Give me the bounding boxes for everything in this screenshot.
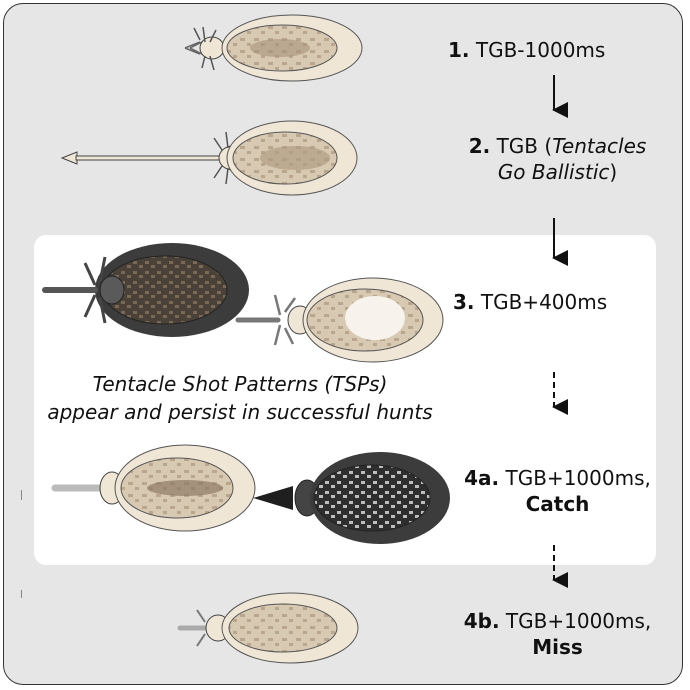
step-1-label: 1. TGB-1000ms <box>448 37 658 63</box>
step-italic: Tentacles <box>552 134 647 158</box>
step-4a-label: 4a. TGB+1000ms, Catch <box>450 465 665 517</box>
step-2-label: 2. TGB (Tentacles Go Ballistic) <box>450 133 665 185</box>
step-italic: Go Ballistic <box>497 160 610 184</box>
step-number: 2. <box>468 134 491 158</box>
margin-tick <box>21 590 22 598</box>
step-time: TGB ( <box>496 134 553 158</box>
step-outcome: Miss <box>532 635 583 659</box>
step-number: 1. <box>448 38 470 62</box>
step-time: TGB+1000ms, <box>505 609 652 633</box>
step-number: 4b. <box>463 609 500 633</box>
step-3-label: 3. TGB+400ms <box>453 289 663 315</box>
cuttlefish-step3-dark <box>42 243 249 337</box>
cuttlefish-step2 <box>60 120 358 196</box>
cuttlefish-step4a-light <box>51 444 256 532</box>
step-paren: ) <box>609 160 618 184</box>
step-time: TGB+400ms <box>480 290 608 314</box>
step-number: 4a. <box>464 466 500 490</box>
tsp-annotation-line1: Tentacle Shot Patterns (TSPs) <box>92 372 388 396</box>
step-time: TGB+1000ms, <box>505 466 651 490</box>
margin-tick <box>21 490 22 500</box>
tsp-annotation: Tentacle Shot Patterns (TSPs) appear and… <box>40 370 440 426</box>
tsp-annotation-line2: appear and persist in successful hunts <box>47 400 433 424</box>
cuttlefish-step4a-dark <box>253 452 450 544</box>
cuttlefish-step1 <box>184 14 363 82</box>
step-outcome: Catch <box>525 492 590 516</box>
step-time: TGB-1000ms <box>475 38 606 62</box>
cuttlefish-step3-light <box>235 277 444 363</box>
step-4b-label: 4b. TGB+1000ms, Miss <box>450 608 665 660</box>
cuttlefish-step4b <box>177 592 359 664</box>
step-number: 3. <box>453 290 475 314</box>
